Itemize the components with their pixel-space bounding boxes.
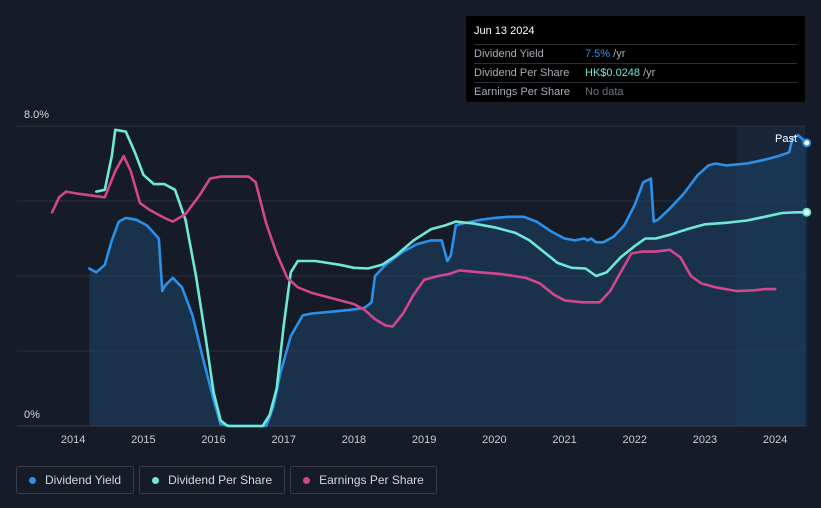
legend-label: Dividend Yield [45, 473, 122, 487]
dividend-yield-dot-icon [29, 476, 36, 484]
tooltip-label: Earnings Per Share [474, 86, 570, 98]
legend-item-dividend-yield[interactable]: Dividend Yield [16, 466, 135, 494]
tooltip-unit: /yr [640, 67, 656, 79]
earnings-per-share-line [50, 154, 777, 328]
y-tick-label: 0% [24, 409, 40, 421]
x-tick-label: 2016 [201, 434, 225, 446]
legend-label: Earnings Per Share [319, 473, 424, 487]
x-tick-label: 2022 [623, 434, 647, 446]
tooltip-label: Dividend Yield [474, 48, 544, 60]
tooltip-row-dividend-per-share: Dividend Per Share HK$0.0248 /yr [474, 64, 797, 83]
tooltip-value: No data [585, 86, 624, 98]
x-tick-label: 2019 [412, 434, 436, 446]
tooltip-row-dividend-yield: Dividend Yield 7.5% /yr [474, 45, 797, 64]
dividend-per-share-end-marker [802, 207, 812, 217]
dividend-yield-area [89, 135, 807, 426]
tooltip: Jun 13 2024 Dividend Yield 7.5% /yr Divi… [466, 16, 805, 102]
x-tick-label: 2014 [61, 434, 85, 446]
tooltip-row-earnings-per-share: Earnings Per Share No data [474, 83, 797, 101]
legend-item-dividend-per-share[interactable]: Dividend Per Share [139, 466, 286, 494]
dividend-yield-line [88, 134, 809, 428]
legend-item-earnings-per-share[interactable]: Earnings Per Share [290, 466, 437, 494]
x-tick-label: 2020 [482, 434, 506, 446]
x-tick-label: 2023 [693, 434, 717, 446]
x-tick-label: 2017 [272, 434, 296, 446]
tooltip-value: 7.5% [585, 48, 611, 60]
tooltip-date: Jun 13 2024 [474, 16, 797, 45]
x-tick-label: 2018 [342, 434, 366, 446]
tooltip-value: HK$0.0248 [585, 67, 641, 79]
y-tick-label: 8.0% [24, 109, 49, 121]
dividend-per-share-line [95, 128, 809, 428]
dividend-yield-end-marker [802, 138, 812, 148]
x-tick-label: 2024 [763, 434, 787, 446]
earnings-per-share-dot-icon [303, 476, 311, 484]
tooltip-label: Dividend Per Share [474, 67, 570, 79]
x-tick-label: 2021 [552, 434, 576, 446]
past-label: Past [775, 133, 797, 145]
x-tick-label: 2015 [131, 434, 155, 446]
legend: Dividend Yield Dividend Per Share Earnin… [16, 466, 437, 494]
legend-label: Dividend Per Share [168, 473, 273, 487]
dividend-per-share-dot-icon [152, 476, 160, 484]
tooltip-unit: /yr [610, 48, 626, 60]
